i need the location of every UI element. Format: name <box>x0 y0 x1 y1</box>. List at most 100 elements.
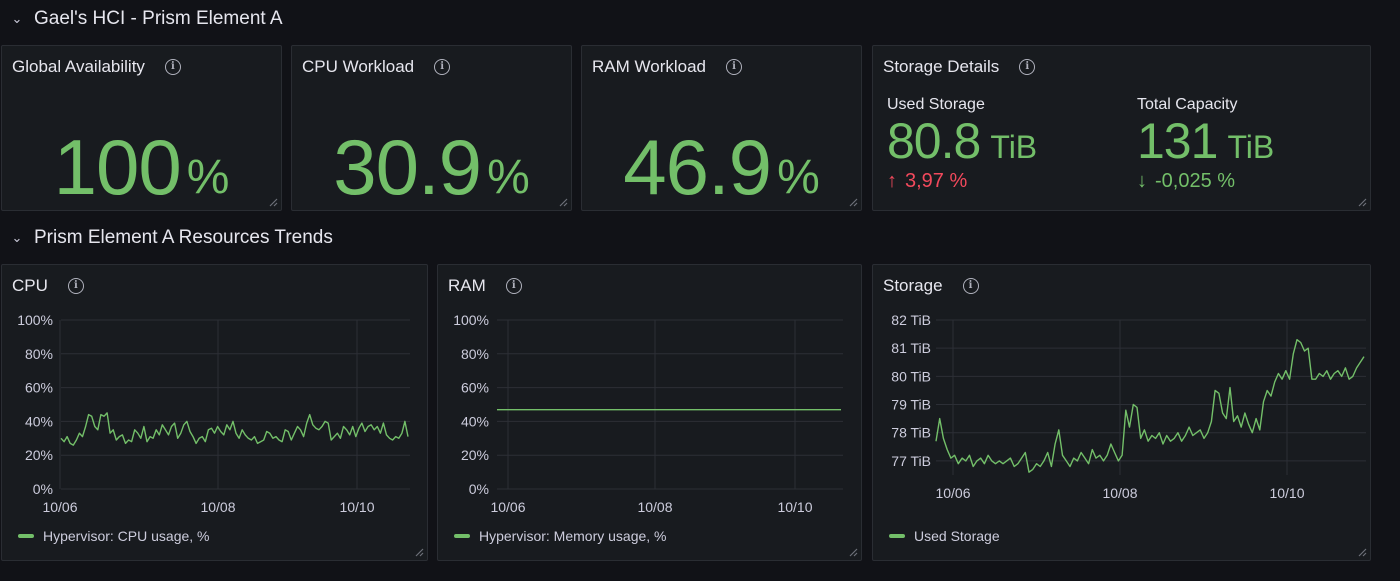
y-tick-label: 0% <box>33 481 53 497</box>
cpu-line-chart[interactable]: 100% 80% 60% 40% 20% 0% 10/06 10/08 10/10 <box>2 265 428 561</box>
panel-storage-chart: Storage i 82 TiB 81 TiB 80 TiB 79 TiB 78 TiB… <box>872 264 1371 561</box>
y-tick-label: 77 TiB <box>891 453 931 469</box>
panel-title: CPU Workload i <box>302 57 451 77</box>
stat-number: 100 <box>53 123 182 211</box>
resize-handle-icon[interactable] <box>268 197 278 207</box>
y-tick-label: 40% <box>25 413 53 429</box>
stat-number: 30.9 <box>333 123 482 211</box>
y-tick-label: 80 TiB <box>891 368 931 384</box>
resize-handle-icon[interactable] <box>558 197 568 207</box>
x-tick-label: 10/08 <box>200 499 235 515</box>
y-tick-label: 80% <box>461 346 489 362</box>
used-storage-value: 80.8 TiB <box>887 116 1037 166</box>
used-storage-delta: ↑ 3,97 % <box>887 170 1037 193</box>
stat-number: 46.9 <box>623 123 772 211</box>
stat-number: 131 <box>1137 113 1218 169</box>
x-tick-label: 10/06 <box>490 499 525 515</box>
resize-handle-icon[interactable] <box>1357 547 1367 557</box>
info-icon[interactable]: i <box>434 59 451 75</box>
legend-label: Used Storage <box>914 528 1000 544</box>
panel-ram-chart: RAM i 100% 80% 60% 40% 20% 0% 10/06 10/08 10/10 … <box>437 264 862 561</box>
delta-text: 3,97 % <box>905 170 968 192</box>
panel-storage-details: Storage Details i Used Storage 80.8 TiB … <box>872 45 1371 211</box>
panel-cpu-chart: CPU i 100% 80% 60% 40% 20% 0% 10/06 10/08 10/10 … <box>1 264 428 561</box>
resize-handle-icon[interactable] <box>848 197 858 207</box>
panel-title: Storage Details i <box>883 57 1036 77</box>
resize-handle-icon[interactable] <box>1357 197 1367 207</box>
panel-title: RAM Workload i <box>592 57 742 77</box>
total-capacity-stat: Total Capacity 131 TiB ↓ -0,025 % <box>1137 96 1274 193</box>
legend-swatch <box>18 534 34 538</box>
panel-title-text: Global Availability <box>12 57 145 76</box>
info-icon[interactable]: i <box>164 59 181 75</box>
info-icon[interactable]: i <box>505 278 522 294</box>
y-tick-label: 60% <box>461 380 489 396</box>
row-title: Gael's HCI - Prism Element A <box>34 8 283 29</box>
series-line <box>60 412 409 446</box>
y-tick-label: 0% <box>469 481 489 497</box>
info-icon[interactable]: i <box>67 278 84 294</box>
panel-title: Storage i <box>883 276 979 296</box>
arrow-down-icon: ↓ <box>1137 170 1147 192</box>
panel-title: Global Availability i <box>12 57 181 77</box>
panel-title-text: CPU <box>12 276 48 295</box>
y-tick-label: 80% <box>25 346 53 362</box>
used-storage-stat: Used Storage 80.8 TiB ↑ 3,97 % <box>887 96 1037 193</box>
stat-value: 30.9 % <box>292 86 571 206</box>
y-tick-label: 79 TiB <box>891 397 931 413</box>
y-tick-label: 60% <box>25 380 53 396</box>
legend-item[interactable]: Hypervisor: Memory usage, % <box>454 528 667 544</box>
resize-handle-icon[interactable] <box>848 547 858 557</box>
panel-title-text: Storage <box>883 276 943 295</box>
panel-title: CPU i <box>12 276 84 296</box>
stat-unit: TiB <box>1227 129 1275 165</box>
legend-swatch <box>454 534 470 538</box>
x-tick-label: 10/10 <box>777 499 812 515</box>
legend-swatch <box>889 534 905 538</box>
x-tick-label: 10/06 <box>935 485 970 501</box>
row-header-resources-trends[interactable]: ⌄ Prism Element A Resources Trends <box>0 220 333 256</box>
x-tick-label: 10/10 <box>1269 485 1304 501</box>
y-tick-label: 100% <box>453 312 489 328</box>
x-tick-label: 10/10 <box>339 499 374 515</box>
stat-unit: % <box>777 151 820 204</box>
stat-value: 46.9 % <box>582 86 861 206</box>
y-tick-label: 82 TiB <box>891 312 931 328</box>
ram-line-chart[interactable]: 100% 80% 60% 40% 20% 0%10/06 10/08 10/10 <box>438 265 862 561</box>
panel-cpu-workload: CPU Workload i 30.9 % <box>291 45 572 211</box>
stat-unit: TiB <box>990 129 1038 165</box>
y-tick-label: 100% <box>17 312 53 328</box>
stat-unit: % <box>186 151 230 204</box>
stat-unit: % <box>487 151 530 204</box>
chevron-down-icon: ⌄ <box>11 11 23 26</box>
resize-handle-icon[interactable] <box>414 547 424 557</box>
legend-item[interactable]: Hypervisor: CPU usage, % <box>18 528 210 544</box>
info-icon[interactable]: i <box>962 278 979 294</box>
stat-number: 80.8 <box>887 113 981 169</box>
total-capacity-delta: ↓ -0,025 % <box>1137 170 1274 193</box>
legend-item[interactable]: Used Storage <box>889 528 1000 544</box>
panel-title-text: RAM <box>448 276 486 295</box>
info-icon[interactable]: i <box>1019 59 1036 75</box>
info-icon[interactable]: i <box>726 59 742 75</box>
stat-value: 100 % <box>2 86 281 206</box>
y-tick-label: 78 TiB <box>891 425 931 441</box>
panel-title-text: CPU Workload <box>302 57 415 76</box>
legend-label: Hypervisor: Memory usage, % <box>479 528 667 544</box>
panel-title-text: RAM Workload <box>592 57 706 76</box>
panel-global-availability: Global Availability i 100 % <box>1 45 282 211</box>
total-capacity-label: Total Capacity <box>1137 96 1238 113</box>
x-tick-label: 10/08 <box>637 499 672 515</box>
row-title: Prism Element A Resources Trends <box>34 227 333 248</box>
series-line <box>935 338 1365 473</box>
y-tick-label: 40% <box>461 413 489 429</box>
used-storage-label: Used Storage <box>887 96 985 113</box>
row-header-prism-element-a[interactable]: ⌄ Gael's HCI - Prism Element A <box>0 1 283 37</box>
panel-title-text: Storage Details <box>883 57 1000 76</box>
panel-ram-workload: RAM Workload i 46.9 % <box>581 45 862 211</box>
x-tick-label: 10/08 <box>1102 485 1137 501</box>
panel-title: RAM i <box>448 276 522 296</box>
chevron-down-icon: ⌄ <box>11 230 23 245</box>
legend-label: Hypervisor: CPU usage, % <box>43 528 210 544</box>
